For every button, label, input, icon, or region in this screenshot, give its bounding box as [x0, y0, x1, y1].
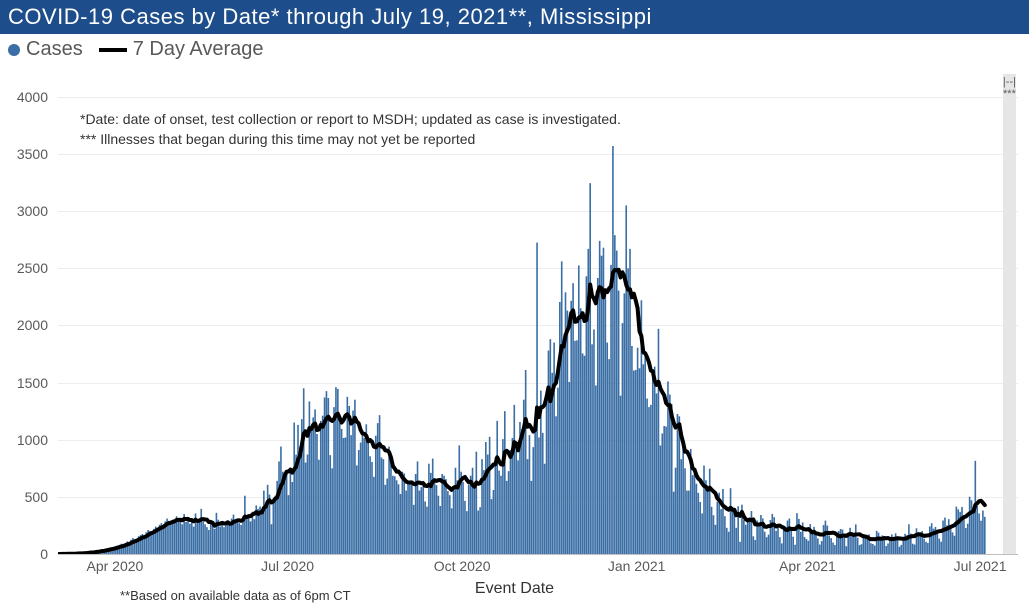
legend-avg-label: 7 Day Average — [133, 38, 264, 61]
legend-cases: Cases — [8, 38, 83, 61]
x-axis: Apr 2020 Jul 2020 Oct 2020 Jan 2021 Apr 2021… — [0, 558, 1029, 578]
x-tick-label: Oct 2020 — [434, 558, 491, 574]
y-tick-label: 2000 — [17, 317, 48, 333]
x-tick-label: Apr 2020 — [86, 558, 143, 574]
y-tick-label: 3500 — [17, 146, 48, 162]
y-axis: 05001000150020002500300035004000 — [0, 74, 54, 594]
chart-container: COVID-19 Cases by Date* through July 19,… — [0, 0, 1029, 609]
legend-line-icon — [99, 48, 127, 52]
y-tick-label: 500 — [25, 489, 48, 505]
plot-region: |--|*** — [58, 74, 1018, 554]
bottom-note: **Based on available data as of 6pm CT — [120, 588, 351, 603]
x-axis-title: Event Date — [475, 580, 554, 598]
y-tick-label: 4000 — [17, 89, 48, 105]
chart-area: 05001000150020002500300035004000 |--|***… — [0, 74, 1029, 594]
legend: Cases 7 Day Average — [0, 34, 1029, 65]
y-tick-label: 3000 — [17, 203, 48, 219]
x-tick-label: Jul 2020 — [261, 558, 314, 574]
y-tick-label: 1500 — [17, 375, 48, 391]
legend-cases-label: Cases — [26, 38, 83, 61]
y-tick-label: 1000 — [17, 432, 48, 448]
line-layer — [58, 74, 1018, 554]
y-tick-label: 2500 — [17, 260, 48, 276]
x-tick-label: Jul 2021 — [954, 558, 1007, 574]
legend-avg: 7 Day Average — [99, 38, 264, 61]
x-tick-label: Jan 2021 — [608, 558, 666, 574]
baseline — [58, 554, 1018, 555]
x-tick-label: Apr 2021 — [779, 558, 836, 574]
legend-dot-icon — [8, 44, 20, 56]
chart-title: COVID-19 Cases by Date* through July 19,… — [0, 0, 1029, 34]
